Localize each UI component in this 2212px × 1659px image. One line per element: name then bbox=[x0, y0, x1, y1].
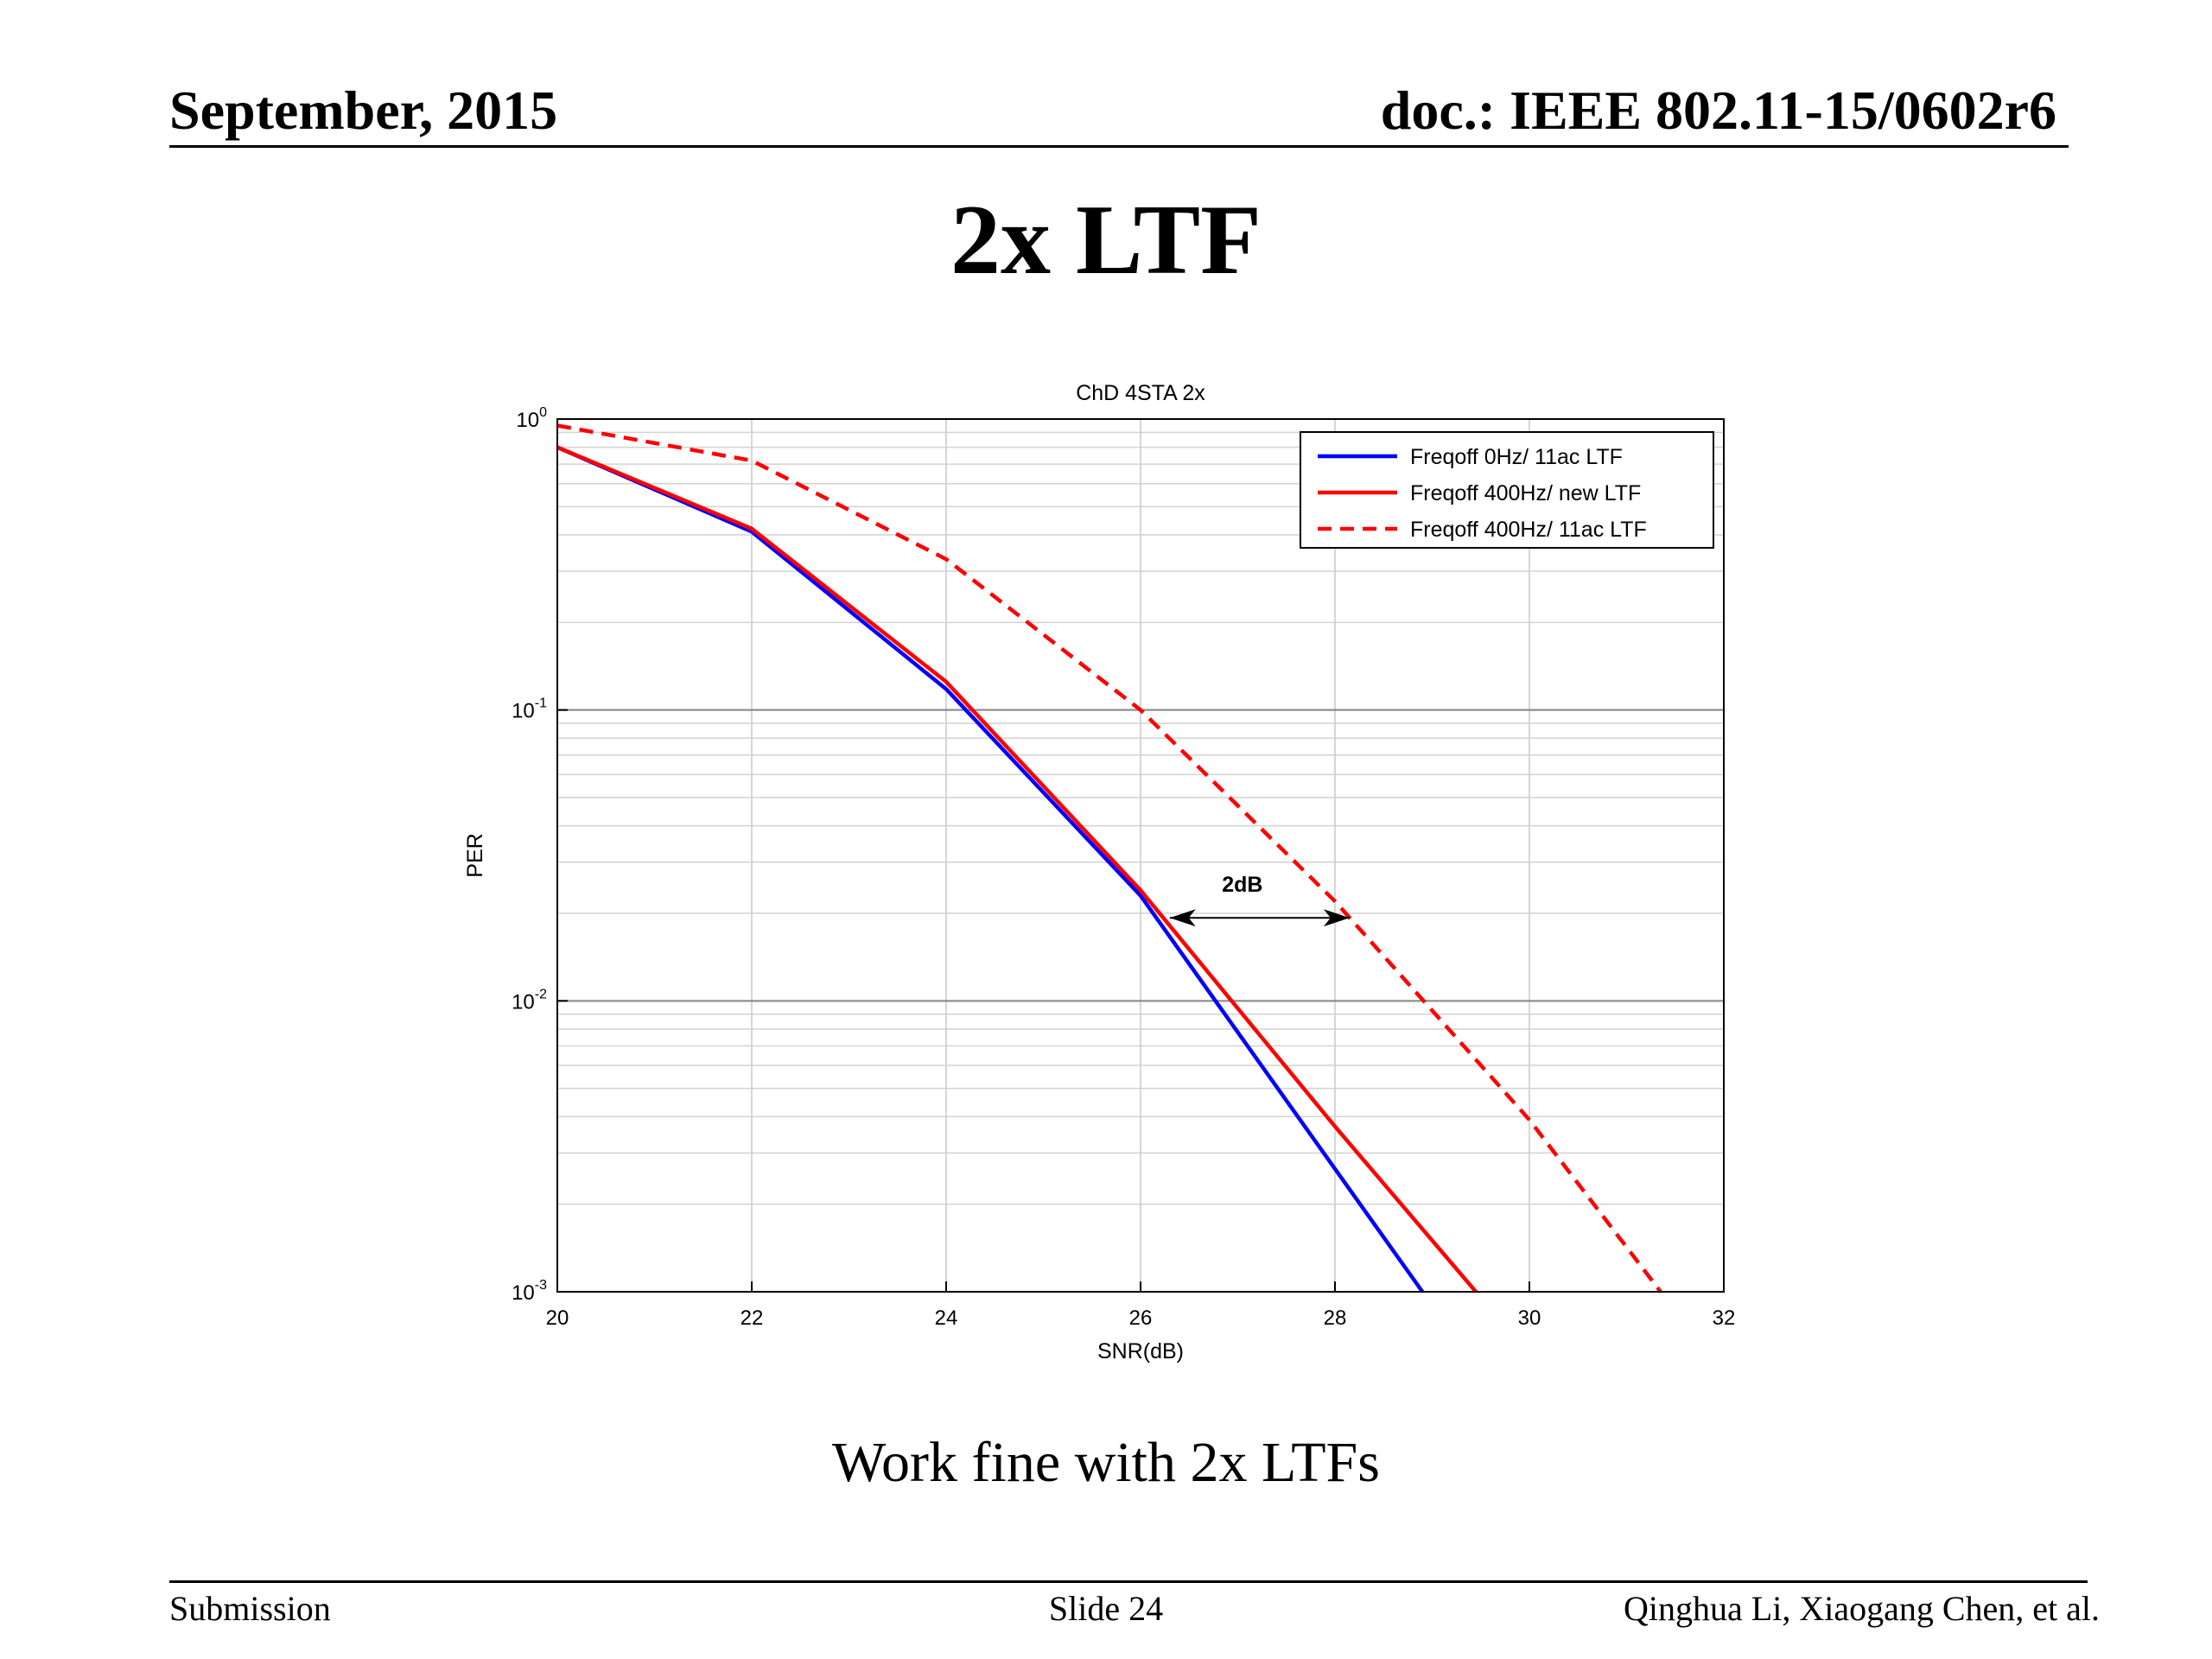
chart-series bbox=[556, 423, 1662, 1294]
footer-authors: Qinghua Li, Xiaogang Chen, et al. bbox=[1624, 1589, 2100, 1628]
chart-title: ChD 4STA 2x bbox=[1076, 381, 1205, 405]
y-axis-label: PER bbox=[463, 833, 487, 877]
legend-label-1: Freqoff 0Hz/ 11ac LTF bbox=[1410, 445, 1623, 469]
x-tick-label: 28 bbox=[1324, 1306, 1347, 1330]
y-tick-label: 10-1 bbox=[512, 696, 547, 723]
chart-container: 20 22 24 26 28 30 32 100 10-1 10-2 10-3 ChD 4STA 2… bbox=[449, 363, 1763, 1382]
per-chart: 20 22 24 26 28 30 32 100 10-1 10-2 10-3 ChD 4STA 2… bbox=[463, 381, 1735, 1363]
series-line-3 bbox=[556, 423, 1662, 1294]
chart-grid bbox=[556, 418, 1725, 1293]
header-doc-id: doc.: IEEE 802.11-15/0602r6 bbox=[1380, 79, 2056, 141]
header-date: September, 2015 bbox=[169, 79, 558, 141]
chart-tick-labels: 20 22 24 26 28 30 32 100 10-1 10-2 10-3 bbox=[512, 405, 1735, 1330]
x-tick-label: 24 bbox=[935, 1306, 958, 1330]
chart-legend: Freqoff 0Hz/ 11ac LTF Freqoff 400Hz/ new … bbox=[1300, 431, 1714, 549]
x-tick-label: 20 bbox=[546, 1306, 569, 1330]
y-tick-label: 100 bbox=[516, 405, 547, 432]
footer-rule bbox=[169, 1580, 2088, 1583]
x-tick-label: 32 bbox=[1713, 1306, 1736, 1330]
slide-title: 2x LTF bbox=[950, 185, 1262, 296]
annotation-label: 2dB bbox=[1222, 873, 1262, 897]
x-tick-label: 26 bbox=[1129, 1306, 1153, 1330]
footer-submission: Submission bbox=[169, 1589, 331, 1628]
series-line-2 bbox=[556, 445, 1478, 1294]
annotation-arrowhead-left bbox=[1169, 909, 1196, 927]
footer-slide-number: Slide 24 bbox=[1048, 1589, 1164, 1628]
y-tick-label: 10-2 bbox=[512, 987, 547, 1014]
annotation-arrowhead-right bbox=[1323, 909, 1350, 927]
y-tick-label: 10-3 bbox=[512, 1278, 547, 1305]
legend-label-3: Freqoff 400Hz/ 11ac LTF bbox=[1410, 518, 1647, 542]
header-rule bbox=[169, 145, 2069, 148]
x-tick-label: 22 bbox=[741, 1306, 764, 1330]
series-line-1 bbox=[556, 445, 1425, 1294]
x-axis-label: SNR(dB) bbox=[1097, 1339, 1184, 1363]
slide-caption: Work fine with 2x LTFs bbox=[832, 1431, 1380, 1494]
chart-annotation: 2dB bbox=[1169, 873, 1350, 927]
x-tick-label: 30 bbox=[1518, 1306, 1541, 1330]
legend-label-2: Freqoff 400Hz/ new LTF bbox=[1410, 481, 1641, 505]
